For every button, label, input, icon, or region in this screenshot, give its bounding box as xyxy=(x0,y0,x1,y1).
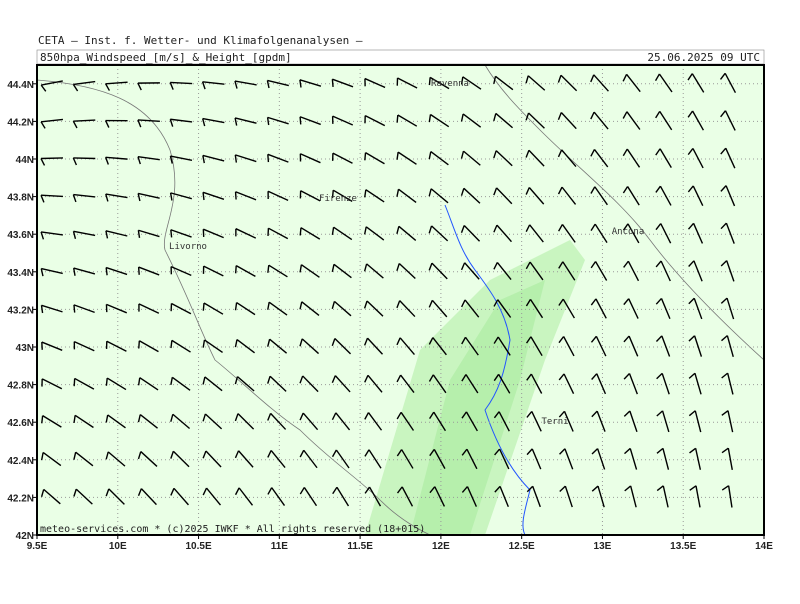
wind-barb-flag xyxy=(171,340,172,348)
wind-barb-flag xyxy=(171,230,172,238)
x-tick-label: 12E xyxy=(432,541,450,552)
wind-barb-flag xyxy=(139,267,140,275)
footer: meteo-services.com * (c)2025 IWKF * All … xyxy=(40,524,425,535)
y-tick-label: 44.2N xyxy=(7,117,34,128)
wind-barb-flag xyxy=(268,265,269,273)
y-tick-label: 43.4N xyxy=(7,268,34,279)
y-tick-label: 43N xyxy=(16,343,34,354)
x-tick-label: 9.5E xyxy=(27,541,48,552)
city-label: Ancona xyxy=(612,227,645,237)
wind-barb-flag xyxy=(365,153,366,161)
city-label: Livorno xyxy=(169,242,207,252)
title: 850hpa_Windspeed_[m/s]_&_Height_[gpdm] xyxy=(40,51,292,64)
y-tick-label: 42.2N xyxy=(7,493,34,504)
wind-barb-flag xyxy=(74,305,75,313)
wind-barb-flag xyxy=(74,378,75,386)
y-tick-label: 42.8N xyxy=(7,381,34,392)
x-tick-label: 10E xyxy=(109,541,127,552)
wind-barb-flag xyxy=(236,192,237,200)
y-tick-label: 44N xyxy=(16,155,34,166)
y-tick-label: 42.6N xyxy=(7,418,34,429)
y-tick-label: 43.8N xyxy=(7,193,34,204)
wind-barb-flag xyxy=(300,228,301,236)
wind-barb-flag xyxy=(203,192,204,200)
wind-barb-flag xyxy=(42,416,43,424)
y-tick-label: 43.6N xyxy=(7,230,34,241)
x-tick-label: 12.5E xyxy=(509,541,535,552)
wind-barb-flag xyxy=(300,117,301,125)
y-tick-label: 42N xyxy=(16,531,34,542)
y-tick-label: 44.4N xyxy=(7,80,34,91)
institute: CETA – Inst. f. Wetter- und Klimafolgena… xyxy=(38,34,363,47)
y-tick-label: 42.4N xyxy=(7,456,34,467)
city-label: Firenze xyxy=(319,194,357,204)
wind-barb-flag xyxy=(106,268,107,276)
wind-barb-flag xyxy=(139,341,140,349)
x-tick-label: 14E xyxy=(755,541,773,552)
y-tick-label: 43.2N xyxy=(7,305,34,316)
x-tick-label: 13E xyxy=(594,541,612,552)
wind-barb xyxy=(41,158,63,159)
wind-barb-flag xyxy=(203,303,204,311)
wind-barb-flag xyxy=(106,378,107,386)
x-tick-label: 13.5E xyxy=(670,541,696,552)
wind-barb-flag xyxy=(268,154,269,162)
wind-barb-flag xyxy=(429,77,430,85)
x-tick-label: 10.5E xyxy=(185,541,211,552)
wind-barb-flag xyxy=(332,79,333,87)
valid-time: 25.06.2025 09 UTC xyxy=(647,51,760,64)
x-tick-label: 11.5E xyxy=(347,541,373,552)
x-tick-label: 11E xyxy=(271,541,289,552)
city-label: Ravenna xyxy=(431,79,469,89)
wind-barb-flag xyxy=(236,266,237,274)
city-label: Terni xyxy=(541,417,568,427)
wind-barb-flag xyxy=(397,115,398,123)
wind-barb xyxy=(73,158,95,159)
